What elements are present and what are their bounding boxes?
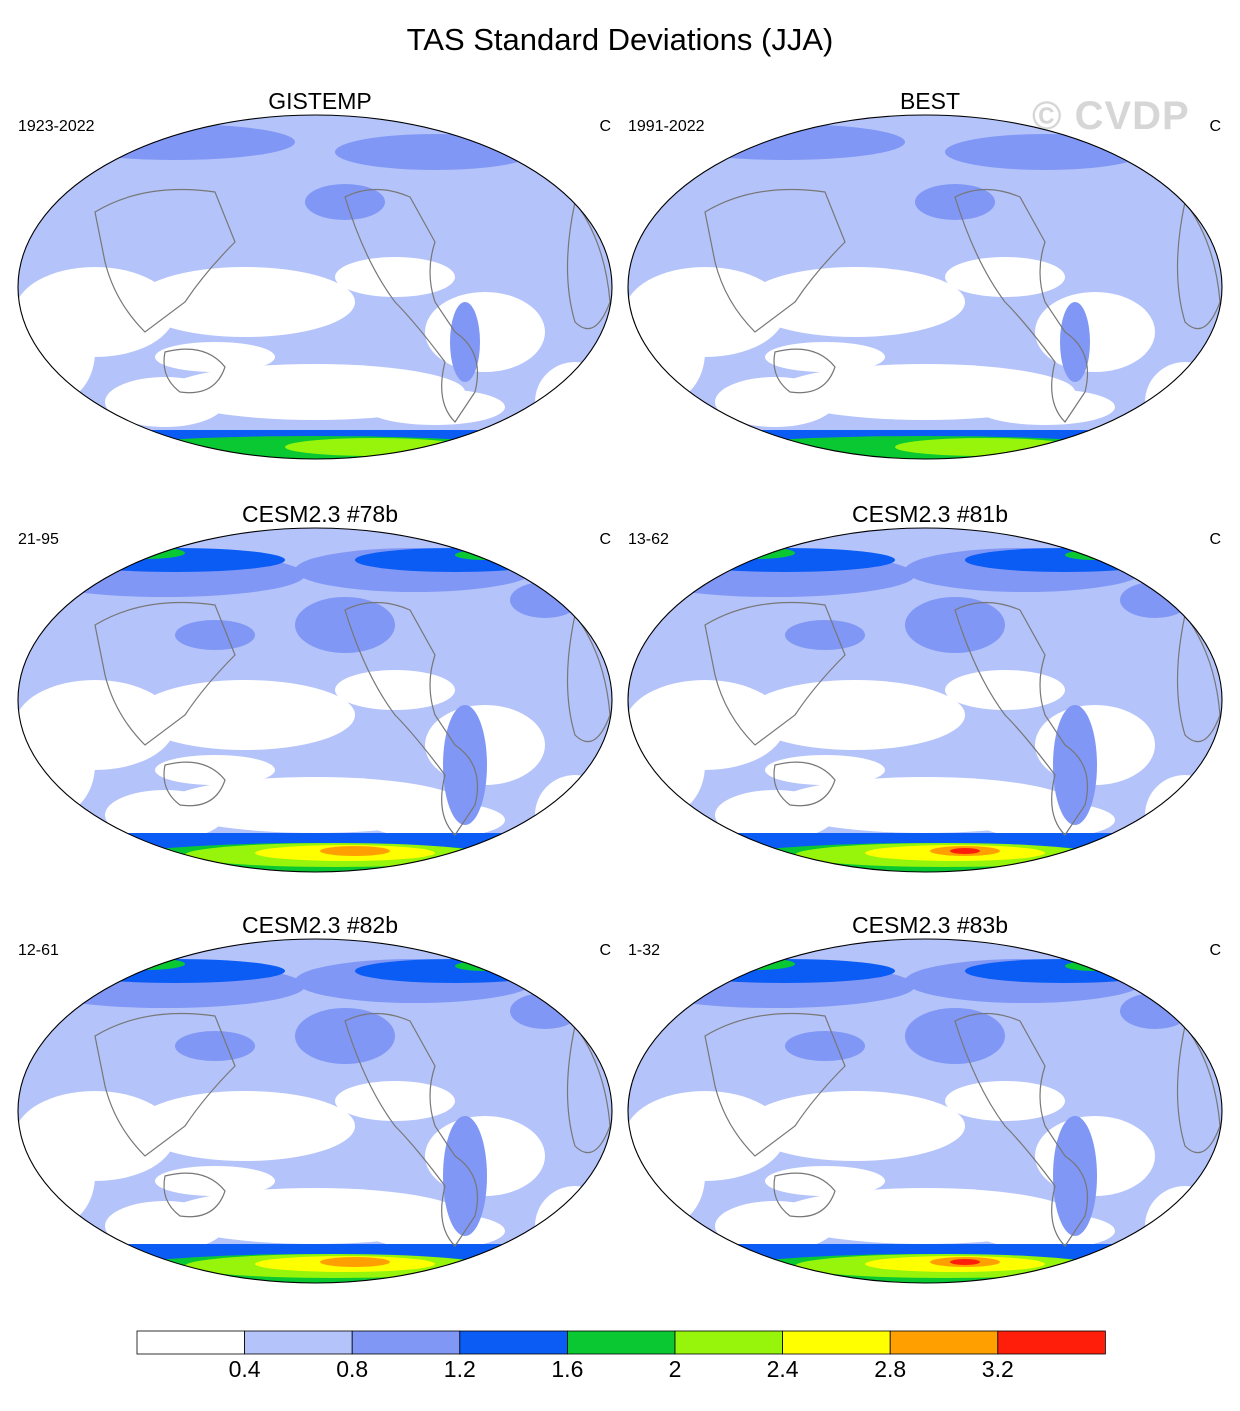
panel-period: 1-32: [628, 942, 661, 959]
panel-title: GISTEMP: [268, 88, 372, 114]
figure-title: TAS Standard Deviations (JJA): [406, 22, 834, 57]
map-plot: [627, 527, 1223, 873]
colorbar-tick-label: 2: [668, 1356, 682, 1382]
watermark: © CVDP: [1032, 94, 1190, 138]
colorbar-tick-label: 0.8: [336, 1356, 369, 1382]
panel-title: CESM2.3 #83b: [852, 912, 1008, 938]
map-panel-cesm-83b: CESM2.3 #83b 1-32 C: [625, 912, 1235, 1312]
colorbar-segment: [351, 1330, 461, 1355]
panel-period: 13-62: [628, 531, 669, 548]
shaded-field: [628, 939, 1222, 1283]
colorbar-segment: [674, 1330, 783, 1355]
colorbar: [136, 1330, 1106, 1355]
panel-title: BEST: [899, 88, 961, 114]
panel-period: 1923-2022: [18, 118, 95, 135]
shaded-field: [18, 528, 612, 872]
map-border: [627, 938, 1223, 1284]
map-plot: [17, 938, 613, 1284]
map-panel-gistemp: GISTEMP 1923-2022 C: [15, 88, 625, 488]
colorbar-segment: [997, 1330, 1106, 1355]
panel-period: 1991-2022: [628, 118, 705, 135]
map-plot: [17, 527, 613, 873]
map-border: [17, 527, 613, 873]
colorbar-segment: [889, 1330, 999, 1355]
panel-units: C: [599, 118, 611, 135]
map-panel-cesm-78b: CESM2.3 #78b 21-95 C: [15, 501, 625, 901]
colorbar-tick-label: 2.4: [766, 1356, 799, 1382]
panel-units: C: [1209, 531, 1221, 548]
map-plot: [627, 938, 1223, 1284]
map-plot: [627, 114, 1223, 460]
colorbar-tick-label: 2.8: [874, 1356, 907, 1382]
map-border: [627, 114, 1223, 460]
map-panel-best: BEST 1991-2022 C: [625, 88, 1235, 488]
panel-units: C: [599, 531, 611, 548]
colorbar-segment: [782, 1330, 891, 1355]
colorbar-segment: [136, 1330, 245, 1355]
colorbar-tick-label: 0.4: [228, 1356, 261, 1382]
colorbar-segment: [459, 1330, 568, 1355]
colorbar-segment: [244, 1330, 353, 1355]
panel-title: CESM2.3 #82b: [242, 912, 398, 938]
panel-period: 12-61: [18, 942, 59, 959]
map-panel-cesm-82b: CESM2.3 #82b 12-61 C: [15, 912, 625, 1312]
colorbar-tick-label: 1.6: [551, 1356, 584, 1382]
shaded-field: [18, 939, 612, 1283]
shaded-field: [628, 528, 1222, 872]
colorbar-tick-label: 1.2: [443, 1356, 476, 1382]
shaded-field: [628, 115, 1222, 459]
map-border: [627, 527, 1223, 873]
map-panel-cesm-81b: CESM2.3 #81b 13-62 C: [625, 501, 1235, 901]
panel-units: C: [1209, 942, 1221, 959]
panel-units: C: [599, 942, 611, 959]
shaded-field: [18, 115, 612, 459]
panel-period: 21-95: [18, 531, 59, 548]
panel-units: C: [1209, 118, 1221, 135]
panel-title: CESM2.3 #81b: [852, 501, 1008, 527]
map-plot: [17, 114, 613, 460]
map-border: [17, 114, 613, 460]
colorbar-tick-label: 3.2: [981, 1356, 1014, 1382]
map-border: [17, 938, 613, 1284]
colorbar-segment: [566, 1330, 676, 1355]
panel-title: CESM2.3 #78b: [242, 501, 398, 527]
